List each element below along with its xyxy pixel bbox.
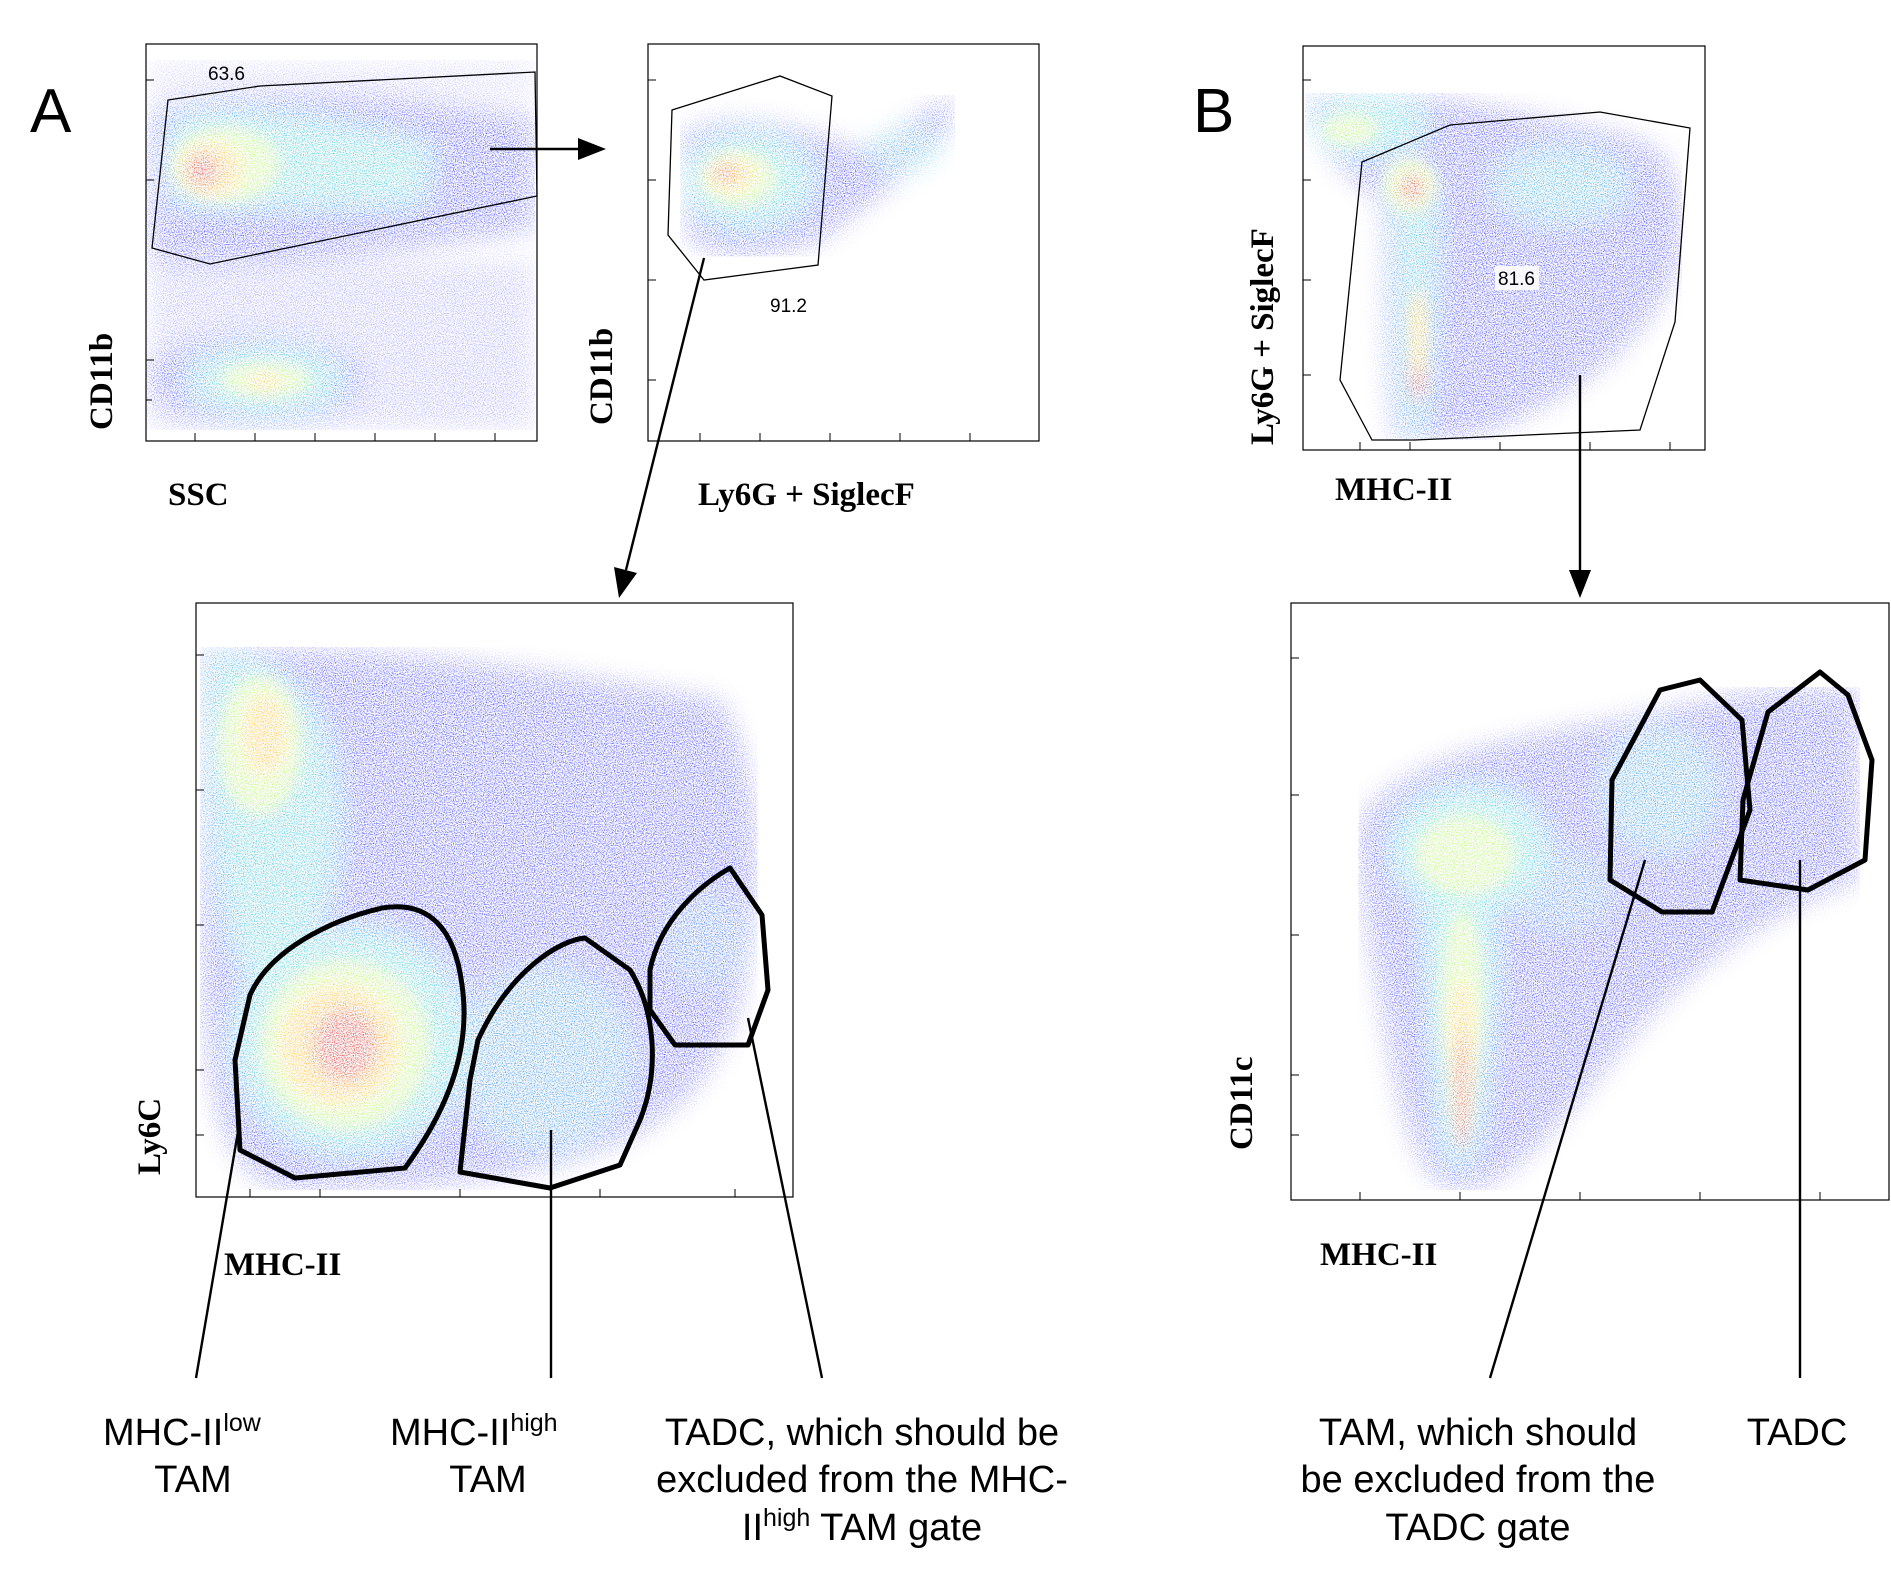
axis-ticks — [648, 79, 971, 441]
x-axis-label: MHC-II — [224, 1247, 341, 1283]
plot-ly6g-siglecf-vs-mhc-ii: 81.6 MHC-II Ly6G + SiglecF — [1245, 45, 1706, 508]
plot-frame — [647, 43, 1040, 442]
caption-superscript: low — [223, 1409, 261, 1437]
caption-line3-rest: TAM gate — [810, 1507, 982, 1549]
x-axis-label: MHC-II — [1335, 472, 1452, 508]
caption-mhc-ii-low-tam: MHC-IIlow TAM — [103, 1409, 262, 1501]
density-cloud — [146, 60, 535, 430]
caption-tam-excluded: TAM, which should be excluded from the T… — [1301, 1412, 1656, 1549]
caption-line2: be excluded from the — [1301, 1459, 1656, 1501]
caption-line1: MHC-II — [390, 1412, 510, 1454]
x-axis-label: SSC — [168, 477, 229, 513]
caption-line1: MHC-II — [103, 1412, 223, 1454]
caption-line2: excluded from the MHC- — [656, 1459, 1068, 1501]
density-cloud — [680, 95, 955, 257]
x-axis-label: MHC-II — [1320, 1237, 1437, 1273]
caption-superscript: high — [763, 1504, 810, 1532]
panel-letter-a: A — [30, 77, 72, 146]
arrow-a2-to-a3 — [614, 257, 706, 598]
caption-mhc-ii-high-tam: MHC-IIhigh TAM — [390, 1409, 558, 1501]
y-axis-label: CD11b — [84, 333, 120, 430]
caption-line2: TAM — [154, 1459, 231, 1501]
svg-text:MHC-IIlow: MHC-IIlow — [103, 1409, 262, 1454]
caption-tadc: TADC — [1747, 1412, 1848, 1454]
axis-ticks — [1291, 657, 1821, 1200]
leaders-b2 — [1488, 859, 1802, 1379]
gate-mhc-ii-low-tam — [232, 904, 467, 1181]
density-cloud — [1305, 93, 1682, 440]
gate-tadc — [1737, 669, 1875, 893]
gate-value: 91.2 — [770, 296, 807, 317]
density-cloud — [200, 647, 758, 1190]
svg-text:IIhigh TAM gate: IIhigh TAM gate — [742, 1504, 982, 1549]
caption-superscript: high — [510, 1409, 557, 1437]
caption-line1: TAM, which should — [1319, 1412, 1637, 1454]
caption-line1: TADC — [1747, 1412, 1848, 1454]
density-cloud — [1358, 687, 1860, 1190]
plot-cd11b-vs-ssc: 63.6 SSC CD11b — [84, 43, 538, 513]
leaders-a3 — [194, 1017, 824, 1379]
plot-frame — [1302, 45, 1706, 451]
plot-frame — [195, 602, 794, 1198]
plot-cd11b-vs-ly6g-siglecf: 91.2 Ly6G + SiglecF CD11b — [584, 43, 1040, 513]
gate-tam — [1607, 677, 1753, 915]
gate-value: 81.6 — [1498, 269, 1535, 290]
y-axis-label: CD11c — [1224, 1057, 1260, 1151]
gate-value-box — [1495, 266, 1539, 290]
y-axis-label: Ly6G + SiglecF — [1245, 228, 1281, 445]
caption-line3-base: II — [742, 1507, 763, 1549]
axis-ticks — [1303, 79, 1671, 450]
panel-letter-b: B — [1193, 77, 1234, 146]
gate-mhc-ii-high-tam — [457, 935, 655, 1191]
plot-frame — [1290, 602, 1890, 1201]
axis-ticks — [146, 79, 496, 441]
y-axis-label: CD11b — [584, 328, 620, 425]
caption-line2: TAM — [449, 1459, 526, 1501]
caption-line1: TADC, which should be — [665, 1412, 1059, 1454]
gate-tadc — [647, 865, 771, 1048]
gate-value: 63.6 — [208, 64, 245, 85]
caption-line3: TADC gate — [1385, 1507, 1570, 1549]
gate-ly6g-siglecf-negative — [667, 75, 833, 281]
svg-text:MHC-IIhigh: MHC-IIhigh — [390, 1409, 558, 1454]
y-axis-label: Ly6C — [132, 1098, 168, 1175]
arrow-b1-to-b2 — [1569, 375, 1591, 598]
axis-ticks — [196, 654, 736, 1197]
gate-ly6g-siglecf-negative — [1339, 111, 1691, 441]
plot-frame — [145, 43, 538, 442]
caption-tadc-excluded: TADC, which should be excluded from the … — [656, 1412, 1068, 1549]
arrow-a1-to-a2 — [490, 138, 606, 160]
plot-ly6c-vs-mhc-ii: MHC-II Ly6C — [132, 602, 794, 1283]
plot-cd11c-vs-mhc-ii: MHC-II CD11c — [1224, 602, 1890, 1273]
gate-cd11b-high — [151, 71, 538, 265]
x-axis-label: Ly6G + SiglecF — [698, 477, 915, 513]
